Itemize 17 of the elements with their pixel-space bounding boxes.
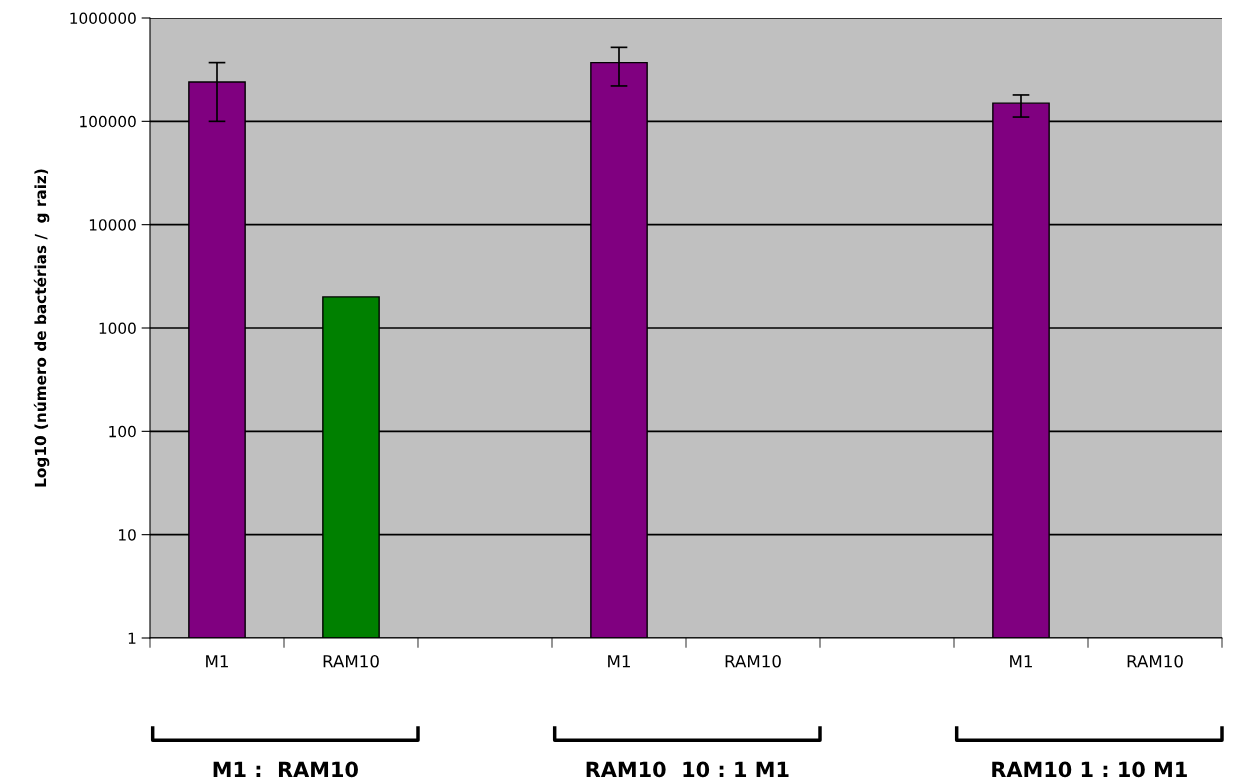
x-tick-label: RAM10	[323, 654, 379, 668]
y-tick-label: 1000	[99, 322, 136, 335]
x-tick-label: RAM10	[725, 654, 781, 668]
text: RAM10 1 : 10 M1	[992, 761, 1187, 778]
text: M1 : RAM10	[213, 761, 358, 778]
y-tick-label: 1000000	[70, 12, 136, 25]
x-tick-label: M1	[1010, 655, 1032, 668]
y-tick-label: 100	[109, 425, 136, 438]
text: RAM10 10 : 1 M1	[586, 761, 789, 778]
x-tick-label: M1	[608, 655, 630, 668]
y-tick-label: 10	[119, 529, 136, 541]
x-tick-label: RAM10	[1127, 654, 1183, 668]
y-axis-title: Log10 (número de bactérias / g raiz)	[33, 169, 50, 487]
y-tick-label: 10000	[89, 219, 136, 231]
y-tick-label: 100000	[80, 115, 136, 128]
x-tick-label: M1	[206, 655, 228, 668]
y-tick-label: 1	[128, 632, 136, 644]
